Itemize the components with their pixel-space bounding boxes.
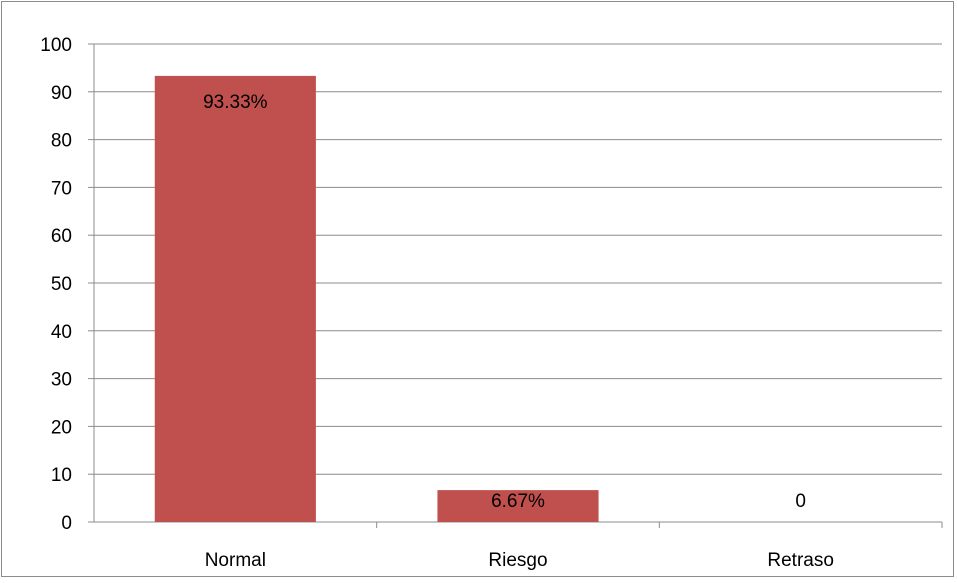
y-tick-label-60: 60 [51, 226, 72, 247]
data-label-normal: 93.33% [203, 92, 268, 113]
y-tick-label-50: 50 [51, 274, 72, 295]
y-tick-label-80: 80 [51, 131, 72, 152]
y-tick-label-70: 70 [51, 178, 72, 199]
y-tick-label-30: 30 [51, 370, 72, 391]
bar-normal [154, 75, 316, 522]
y-tick-label-90: 90 [51, 83, 72, 104]
x-tick-label-riesgo: Riesgo [488, 550, 547, 571]
bar-riesgo [437, 490, 599, 522]
x-tick-label-retraso: Retraso [767, 550, 834, 571]
y-tick-label-100: 100 [40, 35, 72, 56]
y-tick-label-20: 20 [51, 417, 72, 438]
y-tick-label-40: 40 [51, 322, 72, 343]
data-label-riesgo: 6.67% [491, 491, 545, 512]
y-tick-label-10: 10 [51, 465, 72, 486]
x-tick-label-normal: Normal [205, 550, 266, 571]
data-label-retraso: 0 [795, 491, 806, 512]
y-tick-label-0: 0 [61, 513, 72, 534]
